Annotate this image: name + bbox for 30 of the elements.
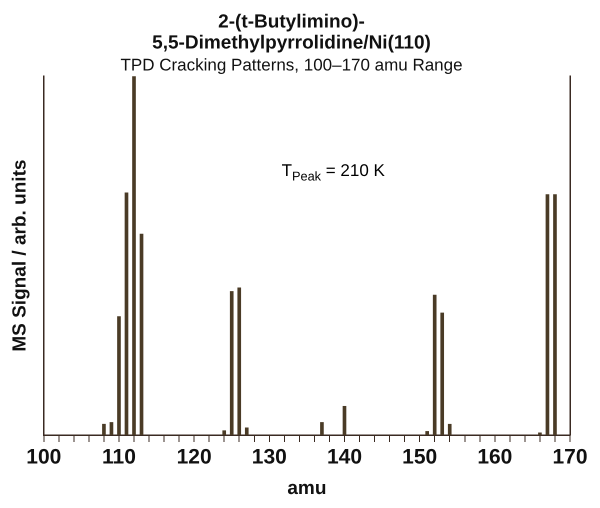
x-tick-label: 130 bbox=[252, 445, 287, 468]
bar bbox=[230, 291, 234, 435]
bar bbox=[124, 192, 128, 435]
bar bbox=[432, 294, 437, 435]
bar bbox=[110, 422, 114, 435]
x-tick-label: 110 bbox=[102, 445, 136, 468]
bar bbox=[553, 194, 557, 435]
bar bbox=[140, 234, 144, 435]
x-axis-title: amu bbox=[287, 478, 326, 499]
bar bbox=[440, 312, 444, 435]
bar bbox=[102, 424, 106, 435]
bar bbox=[546, 194, 550, 435]
bar bbox=[132, 76, 136, 435]
x-tick-label: 150 bbox=[402, 445, 438, 468]
x-tick-label: 100 bbox=[26, 445, 62, 468]
x-tick-label: 120 bbox=[176, 445, 212, 468]
bar bbox=[244, 427, 249, 435]
x-tick-label: 170 bbox=[552, 445, 588, 468]
bar bbox=[342, 406, 346, 435]
chart-subtitle: TPD Cracking Patterns, 100–170 amu Range bbox=[120, 56, 463, 75]
bar bbox=[425, 431, 430, 435]
bar bbox=[117, 316, 121, 435]
bar bbox=[237, 288, 242, 435]
bar bbox=[320, 422, 324, 435]
x-tick-label: 160 bbox=[477, 445, 512, 468]
x-tick-label: 140 bbox=[326, 445, 362, 468]
y-axis-title: MS Signal / arb. units bbox=[10, 160, 31, 352]
chart-title: 2-(t-Butylimino)- 5,5-Dimethylpyrrolidine/Ni(110) bbox=[152, 12, 431, 54]
bar bbox=[222, 430, 226, 435]
bar bbox=[448, 424, 452, 435]
